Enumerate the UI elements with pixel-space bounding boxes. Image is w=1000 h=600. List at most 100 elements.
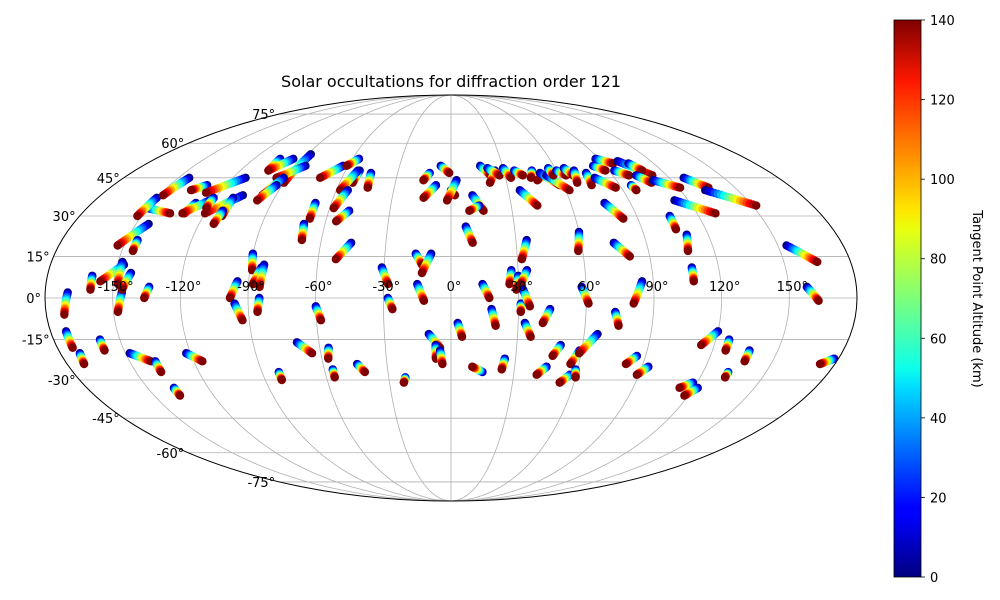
occultation-track [252, 181, 281, 205]
occultation-track [740, 346, 754, 366]
occultation-point [601, 166, 610, 175]
longitude-tick-label: 120° [709, 280, 740, 295]
occultation-point [526, 332, 535, 342]
occultation-point [305, 214, 315, 223]
occultation-track [435, 346, 447, 369]
longitude-tick-label: 90° [645, 280, 668, 295]
occultation-point [468, 362, 477, 371]
longitude-tick-label: -150° [98, 280, 134, 295]
occultation-track [442, 176, 461, 205]
occultation-point [175, 391, 185, 400]
occultation-track [61, 327, 77, 352]
occultation-point [442, 196, 452, 205]
occultation-track [328, 365, 339, 382]
occultation-point [632, 186, 641, 195]
occultation-point [140, 293, 149, 303]
occultation-track [665, 211, 681, 234]
colorbar-tick-label: 60 [930, 332, 947, 347]
occultation-point [538, 318, 547, 328]
longitude-gridline [382, 94, 452, 502]
occultation-point [331, 217, 341, 226]
occultation-point [165, 209, 175, 218]
longitude-gridline [450, 94, 723, 502]
longitude-gridline [450, 94, 655, 502]
occultation-point [548, 351, 557, 361]
occultation-track [305, 198, 320, 223]
occultation-track [186, 181, 212, 195]
occultation-track [125, 349, 156, 366]
occultation-point [614, 321, 623, 330]
occultation-point [96, 277, 105, 286]
latitude-tick-label: 0° [26, 292, 41, 307]
occultation-track [133, 193, 161, 221]
latitude-tick-label: -15° [22, 334, 50, 349]
occultation-point [624, 171, 634, 180]
occultation-point [277, 375, 287, 385]
longitude-tick-label: 30° [510, 280, 533, 295]
occultation-point [565, 186, 574, 195]
longitude-tick-label: 60° [578, 280, 601, 295]
latitude-tick-label: -45° [92, 412, 120, 427]
longitude-gridline [315, 94, 452, 502]
occultation-track [95, 335, 109, 355]
occultation-point [178, 209, 187, 218]
colorbar-tick-label: 80 [930, 253, 947, 268]
occultation-point [419, 193, 428, 203]
occultation-point [740, 357, 749, 366]
occultation-point [532, 370, 541, 379]
occultation-track [571, 365, 580, 382]
occultation-track [143, 203, 175, 218]
occultation-point [360, 367, 370, 377]
occultation-point [814, 296, 823, 305]
occultation-track [253, 293, 264, 317]
occultation-point [60, 310, 69, 319]
latitude-tick-label: -60° [157, 447, 185, 462]
occultation-point [238, 316, 247, 325]
occultation-point [324, 354, 333, 363]
graticule [45, 94, 857, 502]
occultation-point [555, 378, 564, 387]
occultation-point [363, 183, 372, 192]
occultation-point [445, 168, 454, 178]
occultation-track [363, 168, 376, 192]
occultation-point [252, 196, 262, 205]
occultation-track [538, 304, 555, 328]
occultation-point [297, 235, 307, 245]
occultation-track [315, 161, 348, 183]
occultation-point [198, 357, 207, 366]
occultation-track [202, 193, 218, 213]
occultation-point [417, 268, 427, 278]
occultation-point [675, 383, 684, 393]
occultation-track [515, 186, 542, 210]
occultation-point [331, 254, 341, 264]
occultation-track [670, 196, 720, 218]
occultation-point [752, 201, 761, 210]
latitude-tick-label: -75° [247, 476, 275, 491]
occultation-point [383, 279, 393, 289]
occultation-track [311, 302, 326, 325]
occultation-point [307, 349, 317, 358]
occultation-track [331, 238, 356, 264]
colorbar-tick-label: 100 [930, 173, 955, 188]
occultation-point [79, 359, 89, 369]
occultation-point [621, 359, 631, 369]
latitude-tick-label: 75° [252, 108, 275, 123]
occultation-point [625, 252, 635, 261]
occultation-track [682, 230, 693, 256]
occultation-point [465, 206, 474, 215]
occultation-point [156, 367, 166, 377]
occultation-track [274, 367, 287, 385]
longitude-gridline [112, 94, 452, 502]
occultation-point [711, 209, 720, 218]
occultation-point [248, 279, 258, 289]
occultation-point [255, 282, 264, 292]
occultation-point [419, 296, 429, 305]
occultation-point [619, 214, 628, 223]
occultation-track [113, 219, 153, 250]
longitude-tick-label: 0° [447, 280, 462, 295]
occultation-point [683, 246, 693, 256]
occultation-track [611, 307, 623, 330]
occultation-point [315, 173, 325, 183]
occultation-track [815, 354, 839, 369]
longitude-gridline [450, 94, 520, 502]
